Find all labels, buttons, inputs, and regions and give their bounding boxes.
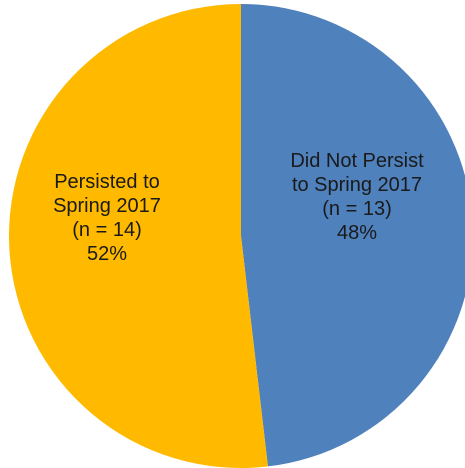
slice-label-line: (n = 14): [72, 219, 141, 241]
slice-label-line: Did Not Persist: [290, 150, 424, 172]
pie-slice-did-not-persist: [241, 4, 465, 467]
slice-label-line: Persisted to: [54, 171, 160, 193]
pie-slice-persisted: [8, 4, 268, 468]
slice-label-did-not-persist: Did Not Persist to Spring 2017 (n = 13) 48%: [290, 150, 424, 244]
slice-label-line: to Spring 2017: [292, 174, 422, 196]
pie-slices: [8, 4, 465, 468]
pie-labels: Did Not Persist to Spring 2017 (n = 13) 48%…: [53, 150, 424, 265]
slice-label-line: Spring 2017: [53, 195, 161, 217]
slice-label-line: (n = 13): [322, 198, 391, 220]
slice-label-line: 52%: [87, 243, 127, 265]
slice-label-line: 48%: [337, 222, 377, 244]
slice-label-persisted: Persisted to Spring 2017 (n = 14) 52%: [53, 171, 161, 265]
